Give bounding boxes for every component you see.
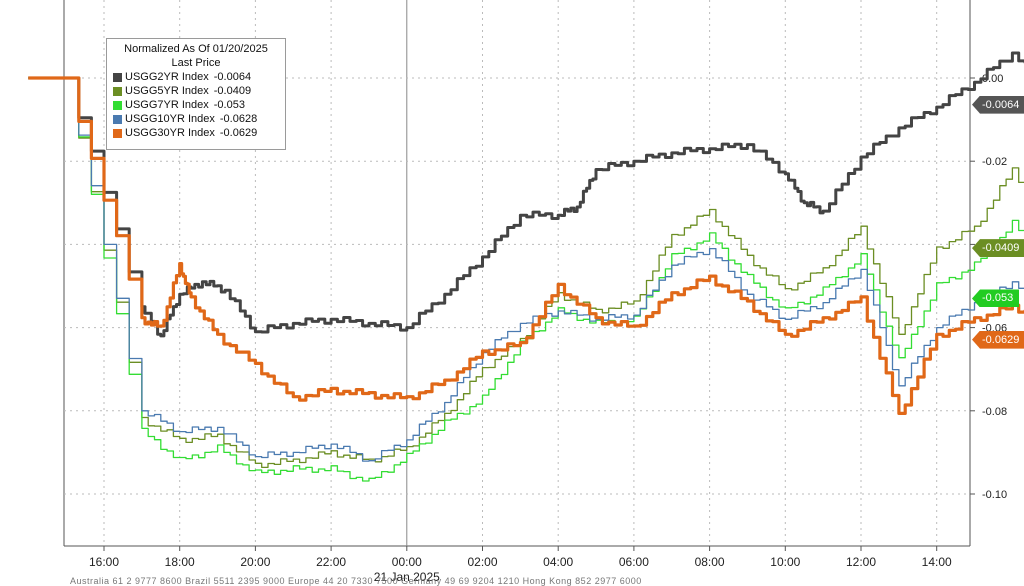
x-tick-label: 20:00	[240, 555, 270, 569]
legend-swatch	[113, 128, 122, 138]
legend-swatch	[113, 72, 122, 82]
legend-item: USGG30YR Index -0.0629	[113, 126, 279, 140]
footer-text: Australia 61 2 9777 8600 Brazil 5511 239…	[70, 576, 642, 586]
x-tick-label: 14:00	[922, 555, 952, 569]
legend-series-value: -0.0409	[213, 85, 252, 97]
legend-series-name: USGG5YR Index	[125, 85, 209, 97]
x-tick-label: 00:00	[392, 555, 422, 569]
legend-item: USGG10YR Index -0.0628	[113, 112, 279, 126]
series-line-USGG30YR-Index	[28, 76, 1024, 415]
y-tick-label: -0.10	[982, 489, 1007, 501]
legend-series-name: USGG10YR Index	[125, 113, 215, 125]
legend-series-value: -0.0629	[219, 127, 258, 139]
legend-title: Normalized As Of 01/20/2025	[124, 43, 268, 55]
x-tick-label: 08:00	[695, 555, 725, 569]
legend-series-value: -0.0064	[213, 71, 252, 83]
x-tick-label: 12:00	[846, 555, 876, 569]
legend-item: USGG2YR Index -0.0064	[113, 70, 279, 84]
legend-series-value: -0.0628	[219, 113, 258, 125]
legend-swatch	[113, 86, 122, 96]
x-date-label: 21 Jan 2025	[374, 570, 440, 584]
last-value-tag: -0.0629	[972, 330, 1024, 349]
x-tick-label: 16:00	[89, 555, 119, 569]
series-line-USGG10YR-Index	[28, 77, 1024, 462]
x-tick-label: 22:00	[316, 555, 346, 569]
last-value-tag: -0.0409	[972, 239, 1024, 258]
x-tick-label: 04:00	[543, 555, 573, 569]
legend-series-name: USGG7YR Index	[125, 99, 209, 111]
x-tick-label: 06:00	[619, 555, 649, 569]
legend-swatch	[113, 100, 122, 110]
legend-subtitle: Last Price	[171, 57, 221, 69]
x-tick-label: 10:00	[770, 555, 800, 569]
legend-series-value: -0.053	[213, 99, 245, 111]
y-tick-label: -0.02	[982, 156, 1007, 168]
y-tick-label: -0.08	[982, 406, 1007, 418]
series-line-USGG2YR-Index	[28, 51, 1024, 338]
legend-swatch	[113, 114, 122, 124]
x-tick-label: 18:00	[165, 555, 195, 569]
series-line-USGG5YR-Index	[28, 77, 1024, 469]
legend-item: USGG5YR Index -0.0409	[113, 84, 279, 98]
legend-item: USGG7YR Index -0.053	[113, 98, 279, 112]
legend: Normalized As Of 01/20/2025 Last Price U…	[106, 38, 286, 150]
legend-series-name: USGG30YR Index	[125, 127, 215, 139]
last-value-tag: -0.053	[972, 289, 1020, 308]
last-value-tag: -0.0064	[972, 95, 1024, 114]
x-tick-label: 02:00	[467, 555, 497, 569]
legend-series-name: USGG2YR Index	[125, 71, 209, 83]
